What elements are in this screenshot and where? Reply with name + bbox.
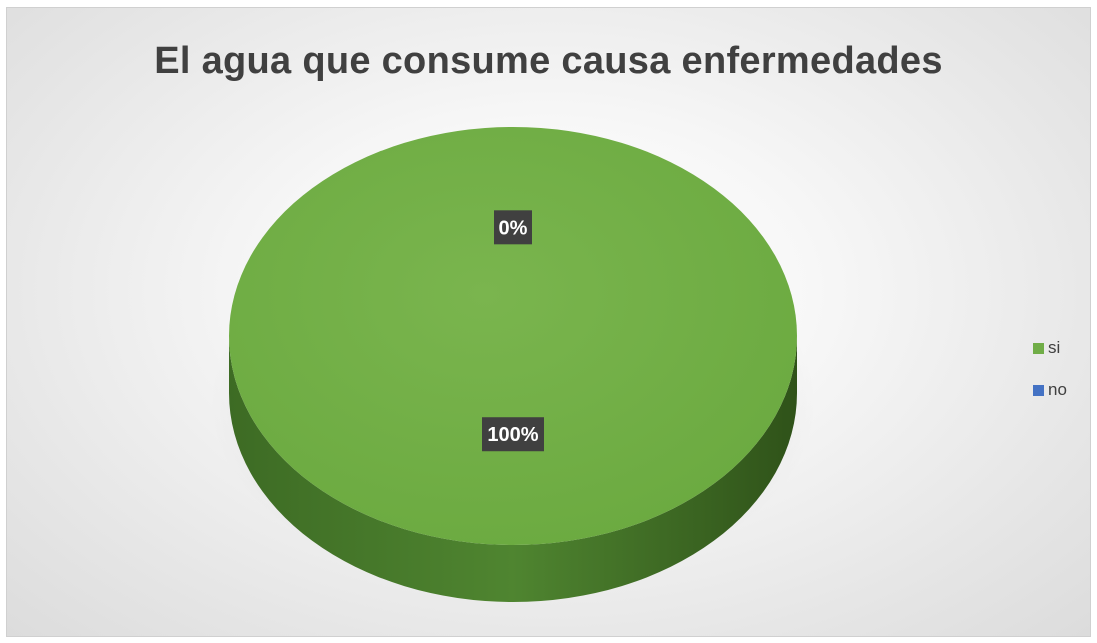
data-label-si: 100% [482,417,544,452]
pie-slice-si [229,127,797,545]
legend-swatch-no [1033,384,1044,396]
data-label-no: 0% [494,210,532,245]
legend-label-no: no [1048,380,1067,399]
data-label-text: 100% [487,424,538,446]
pie-side-wall [229,336,797,602]
data-label-box [482,417,544,452]
data-label-box [494,210,532,245]
legend: si no [1033,338,1067,422]
legend-label-si: si [1048,338,1061,357]
chart-title: El agua que consume causa enfermedades [154,40,943,82]
legend-swatch-si [1033,342,1044,354]
chart-area: El agua que consume causa enfermedades 1… [6,7,1091,637]
legend-item-no: no [1033,380,1067,400]
data-label-text: 0% [499,217,528,239]
pie-plot: 100% 0% [209,127,817,602]
legend-item-si: si [1033,338,1067,358]
